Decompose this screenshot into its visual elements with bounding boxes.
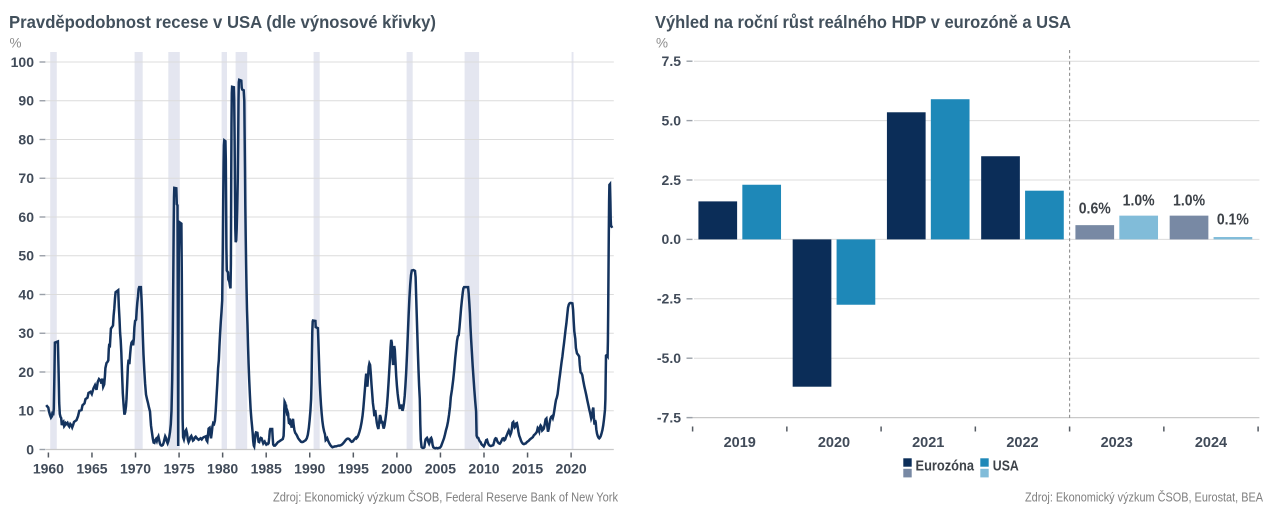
svg-text:1985: 1985 <box>251 460 282 476</box>
svg-text:2.5: 2.5 <box>662 172 682 188</box>
svg-text:Zdroj: Ekonomický výzkum ČSOB,: Zdroj: Ekonomický výzkum ČSOB, Eurostat,… <box>1025 490 1263 505</box>
svg-text:2010: 2010 <box>468 460 499 476</box>
svg-text:Zdroj: Ekonomický výzkum ČSOB,: Zdroj: Ekonomický výzkum ČSOB, Federal R… <box>273 490 619 505</box>
svg-text:%: % <box>656 36 668 51</box>
svg-text:-7.5: -7.5 <box>657 409 681 425</box>
svg-text:2020: 2020 <box>818 435 850 451</box>
svg-text:Pravděpodobnost recese v USA (: Pravděpodobnost recese v USA (dle výnoso… <box>9 12 436 32</box>
svg-text:0: 0 <box>26 441 34 457</box>
svg-text:20: 20 <box>18 364 34 380</box>
svg-text:5.0: 5.0 <box>662 112 682 128</box>
svg-text:2000: 2000 <box>381 460 412 476</box>
svg-text:2020: 2020 <box>556 460 587 476</box>
svg-text:2019: 2019 <box>724 435 756 451</box>
svg-text:-2.5: -2.5 <box>657 291 681 307</box>
svg-text:0.0: 0.0 <box>662 231 682 247</box>
svg-text:70: 70 <box>18 170 34 186</box>
svg-text:40: 40 <box>18 286 34 302</box>
svg-text:50: 50 <box>18 248 34 264</box>
svg-text:1960: 1960 <box>33 460 64 476</box>
svg-text:7.5: 7.5 <box>662 53 682 69</box>
svg-text:1.0%: 1.0% <box>1123 193 1155 210</box>
svg-text:0.1%: 0.1% <box>1217 212 1249 229</box>
svg-text:1990: 1990 <box>294 460 325 476</box>
svg-text:1.0%: 1.0% <box>1173 193 1205 210</box>
svg-text:1965: 1965 <box>76 460 107 476</box>
svg-text:30: 30 <box>18 325 34 341</box>
svg-text:1975: 1975 <box>164 460 195 476</box>
svg-text:Eurozóna: Eurozóna <box>916 458 975 475</box>
svg-text:80: 80 <box>18 131 34 147</box>
svg-text:2021: 2021 <box>912 435 944 451</box>
svg-text:100: 100 <box>11 54 35 70</box>
svg-text:2005: 2005 <box>425 460 456 476</box>
svg-text:1980: 1980 <box>207 460 238 476</box>
svg-text:-5.0: -5.0 <box>657 350 681 366</box>
svg-text:2015: 2015 <box>512 460 543 476</box>
svg-text:2023: 2023 <box>1101 435 1133 451</box>
svg-text:2022: 2022 <box>1006 435 1038 451</box>
svg-text:0.6%: 0.6% <box>1079 200 1111 217</box>
svg-text:USA: USA <box>993 458 1019 475</box>
svg-text:1970: 1970 <box>120 460 151 476</box>
svg-text:%: % <box>10 36 22 51</box>
svg-text:2024: 2024 <box>1195 435 1227 451</box>
svg-text:Výhled na roční růst reálného: Výhled na roční růst reálného HDP v euro… <box>655 12 1071 32</box>
svg-text:1995: 1995 <box>338 460 369 476</box>
svg-text:90: 90 <box>18 93 34 109</box>
svg-text:60: 60 <box>18 209 34 225</box>
svg-text:10: 10 <box>18 403 34 419</box>
